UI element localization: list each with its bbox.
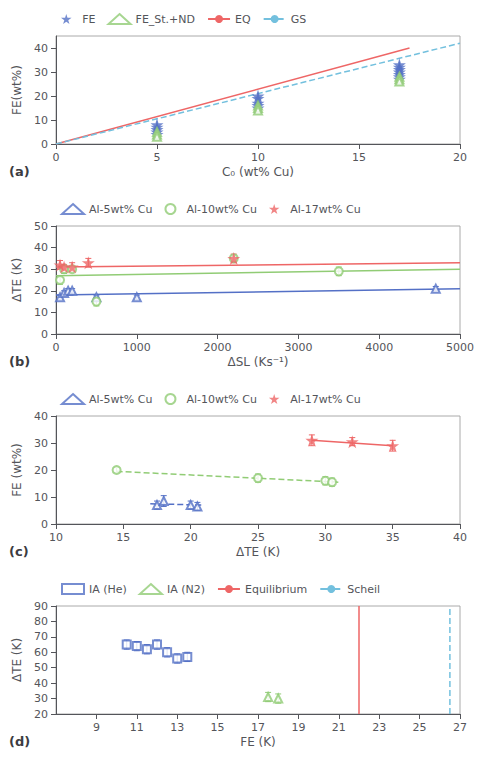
- svg-text:0: 0: [41, 328, 48, 341]
- svg-text:30: 30: [34, 692, 48, 705]
- svg-text:40: 40: [34, 410, 48, 423]
- svg-text:20: 20: [34, 90, 48, 103]
- svg-text:23: 23: [372, 721, 386, 734]
- svg-text:15: 15: [211, 721, 225, 734]
- svg-text:17: 17: [251, 721, 265, 734]
- svg-text:10: 10: [34, 491, 48, 504]
- svg-text:40: 40: [453, 531, 467, 544]
- svg-text:40: 40: [34, 42, 48, 55]
- svg-text:20: 20: [34, 464, 48, 477]
- svg-text:50: 50: [34, 661, 48, 674]
- svg-text:0: 0: [53, 151, 60, 164]
- svg-text:FE(wt%): FE(wt%): [10, 65, 24, 115]
- svg-text:40: 40: [34, 677, 48, 690]
- svg-text:Al-17wt% Cu: Al-17wt% Cu: [290, 393, 360, 406]
- svg-text:60: 60: [34, 646, 48, 659]
- svg-text:Scheil: Scheil: [347, 583, 380, 596]
- svg-text:Al-10wt% Cu: Al-10wt% Cu: [186, 393, 256, 406]
- svg-text:(a): (a): [9, 164, 30, 179]
- svg-text:FE (wt%): FE (wt%): [10, 443, 24, 497]
- svg-text:C₀ (wt% Cu): C₀ (wt% Cu): [222, 165, 294, 179]
- svg-text:30: 30: [318, 531, 332, 544]
- svg-text:(c): (c): [9, 544, 29, 559]
- svg-text:(d): (d): [9, 734, 30, 749]
- svg-text:Al-10wt% Cu: Al-10wt% Cu: [186, 203, 256, 216]
- svg-text:Al-5wt% Cu: Al-5wt% Cu: [89, 203, 152, 216]
- svg-text:ΔTE (K): ΔTE (K): [236, 545, 280, 559]
- svg-text:Al-17wt% Cu: Al-17wt% Cu: [290, 203, 360, 216]
- svg-text:25: 25: [413, 721, 427, 734]
- svg-text:40: 40: [34, 241, 48, 254]
- svg-text:4000: 4000: [365, 341, 393, 354]
- svg-text:1000: 1000: [123, 341, 151, 354]
- svg-text:(b): (b): [9, 354, 30, 369]
- svg-text:ΔSL (Ks⁻¹): ΔSL (Ks⁻¹): [228, 355, 289, 369]
- svg-text:5: 5: [154, 151, 161, 164]
- svg-text:10: 10: [251, 151, 265, 164]
- svg-text:19: 19: [291, 721, 305, 734]
- svg-text:FE (K): FE (K): [240, 735, 276, 749]
- svg-text:9: 9: [93, 721, 100, 734]
- svg-text:0: 0: [41, 518, 48, 531]
- svg-text:15: 15: [352, 151, 366, 164]
- svg-text:3000: 3000: [284, 341, 312, 354]
- svg-text:27: 27: [453, 721, 467, 734]
- svg-text:13: 13: [170, 721, 184, 734]
- svg-text:20: 20: [453, 151, 467, 164]
- svg-text:20: 20: [184, 531, 198, 544]
- svg-text:FE: FE: [82, 13, 95, 26]
- svg-text:Equilibrium: Equilibrium: [245, 583, 307, 596]
- svg-text:10: 10: [49, 531, 63, 544]
- svg-text:30: 30: [34, 263, 48, 276]
- svg-text:5000: 5000: [446, 341, 474, 354]
- svg-text:10: 10: [34, 114, 48, 127]
- svg-text:30: 30: [34, 437, 48, 450]
- svg-text:Al-5wt% Cu: Al-5wt% Cu: [89, 393, 152, 406]
- svg-text:FE_St.+ND: FE_St.+ND: [136, 13, 196, 26]
- svg-text:30: 30: [34, 66, 48, 79]
- svg-text:15: 15: [116, 531, 130, 544]
- svg-text:70: 70: [34, 630, 48, 643]
- svg-text:IA (He): IA (He): [89, 583, 127, 596]
- svg-text:IA (N2): IA (N2): [167, 583, 205, 596]
- svg-text:21: 21: [332, 721, 346, 734]
- svg-text:50: 50: [34, 220, 48, 233]
- svg-text:90: 90: [34, 600, 48, 613]
- svg-text:EQ: EQ: [235, 13, 251, 26]
- svg-text:ΔTE (K): ΔTE (K): [10, 258, 24, 302]
- svg-text:11: 11: [130, 721, 144, 734]
- svg-text:10: 10: [34, 306, 48, 319]
- svg-text:2000: 2000: [204, 341, 232, 354]
- svg-text:ΔTE (K): ΔTE (K): [10, 638, 24, 682]
- svg-text:25: 25: [251, 531, 265, 544]
- svg-text:35: 35: [386, 531, 400, 544]
- svg-text:80: 80: [34, 615, 48, 628]
- svg-text:20: 20: [34, 284, 48, 297]
- svg-text:GS: GS: [291, 13, 307, 26]
- svg-text:20: 20: [34, 708, 48, 721]
- svg-text:0: 0: [41, 138, 48, 151]
- svg-text:0: 0: [53, 341, 60, 354]
